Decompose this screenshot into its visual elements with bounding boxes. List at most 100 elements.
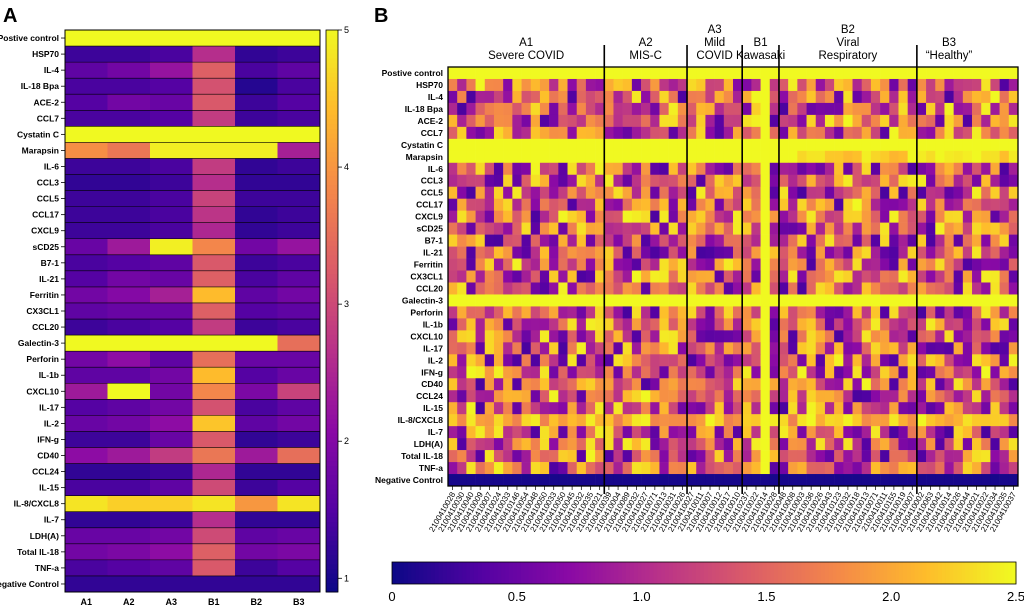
heatmap-cell [687, 294, 697, 307]
heatmap-cell [907, 330, 918, 343]
heatmap-cell [742, 318, 752, 331]
row-label: IL-18 Bpa [405, 104, 444, 114]
heatmap-cell [990, 90, 1000, 104]
heatmap-cell [797, 342, 807, 355]
heatmap-cell [659, 378, 669, 391]
heatmap-cell [576, 198, 587, 211]
heatmap-cell [815, 294, 826, 307]
heatmap-cell [714, 378, 725, 391]
heatmap-cell [861, 342, 872, 355]
heatmap-cell [806, 114, 817, 128]
heatmap-cell [705, 462, 715, 475]
heatmap-cell [475, 234, 486, 247]
heatmap-cell [852, 138, 863, 152]
heatmap-cell [493, 462, 504, 475]
heatmap-cell [107, 495, 151, 513]
heatmap-cell [668, 354, 679, 367]
heatmap-cell [861, 67, 872, 80]
heatmap-cell [687, 246, 697, 259]
heatmap-cell [668, 78, 679, 92]
heatmap-cell [585, 474, 596, 487]
row-label: Ferritin [30, 290, 59, 300]
heatmap-cell [150, 511, 193, 529]
heatmap-cell [815, 234, 826, 247]
heatmap-cell [733, 210, 743, 223]
heatmap-cell [576, 174, 587, 188]
heatmap-cell [926, 150, 936, 164]
heatmap-cell [595, 438, 605, 451]
heatmap-cell [604, 174, 614, 188]
heatmap-cell [705, 330, 715, 343]
heatmap-cell [824, 198, 835, 211]
heatmap-cell [742, 210, 752, 223]
colorbar-segment [953, 562, 958, 584]
heatmap-cell [723, 330, 734, 343]
heatmap-cell [65, 543, 108, 561]
heatmap-cell [466, 450, 476, 463]
heatmap-cell [493, 150, 504, 164]
colorbar-segment [326, 577, 338, 584]
heatmap-cell [751, 186, 761, 199]
heatmap-cell [806, 354, 817, 367]
heatmap-cell [107, 479, 151, 497]
heatmap-cell [742, 450, 752, 463]
heatmap-cell [549, 67, 559, 80]
heatmap-cell [677, 366, 688, 379]
heatmap-cell [613, 102, 623, 116]
heatmap-cell [916, 150, 927, 164]
heatmap-cell [981, 450, 991, 463]
heatmap-cell [549, 438, 559, 451]
heatmap-cell [788, 414, 798, 427]
heatmap-cell [880, 234, 890, 247]
heatmap-cell [889, 318, 899, 331]
heatmap-cell [493, 114, 504, 128]
colorbar-segment [326, 44, 338, 50]
heatmap-cell [150, 383, 193, 400]
heatmap-cell [751, 114, 761, 128]
heatmap-cell [493, 138, 504, 152]
heatmap-cell [668, 330, 679, 343]
heatmap-cell [631, 270, 642, 283]
heatmap-cell [981, 126, 991, 140]
heatmap-cell [999, 126, 1010, 140]
heatmap-cell [668, 138, 679, 152]
heatmap-cell [466, 162, 476, 176]
heatmap-cell [714, 414, 725, 427]
heatmap-cell [530, 162, 541, 176]
heatmap-cell [235, 174, 278, 191]
heatmap-cell [650, 138, 660, 152]
heatmap-cell [448, 234, 458, 247]
heatmap-cell [926, 342, 936, 355]
heatmap-cell [107, 351, 151, 368]
heatmap-cell [585, 246, 596, 259]
heatmap-cell [1008, 234, 1019, 247]
heatmap-cell [696, 198, 706, 211]
heatmap-cell [981, 366, 991, 379]
heatmap-cell [972, 270, 982, 283]
heatmap-cell [981, 438, 991, 451]
heatmap-cell [861, 198, 872, 211]
heatmap-cell [1008, 198, 1019, 211]
group-label: MIS-C [629, 50, 662, 62]
heatmap-cell [457, 90, 467, 104]
colorbar-segment [326, 95, 338, 101]
heatmap-cell [622, 174, 633, 188]
heatmap-cell [714, 294, 725, 307]
heatmap-cell [769, 390, 780, 403]
heatmap-cell [953, 186, 964, 199]
heatmap-cell [576, 474, 587, 487]
row-label: IL-21 [39, 274, 59, 284]
heatmap-cell [475, 294, 486, 307]
heatmap-cell [641, 198, 651, 211]
heatmap-cell [843, 174, 853, 188]
heatmap-cell [778, 67, 789, 80]
heatmap-cell [107, 238, 151, 256]
heatmap-cell [484, 306, 495, 319]
heatmap-cell [521, 198, 532, 211]
heatmap-cell [742, 162, 752, 176]
heatmap-cell [539, 246, 550, 259]
heatmap-cell [277, 94, 321, 111]
heatmap-cell [650, 126, 660, 140]
heatmap-cell [981, 354, 991, 367]
